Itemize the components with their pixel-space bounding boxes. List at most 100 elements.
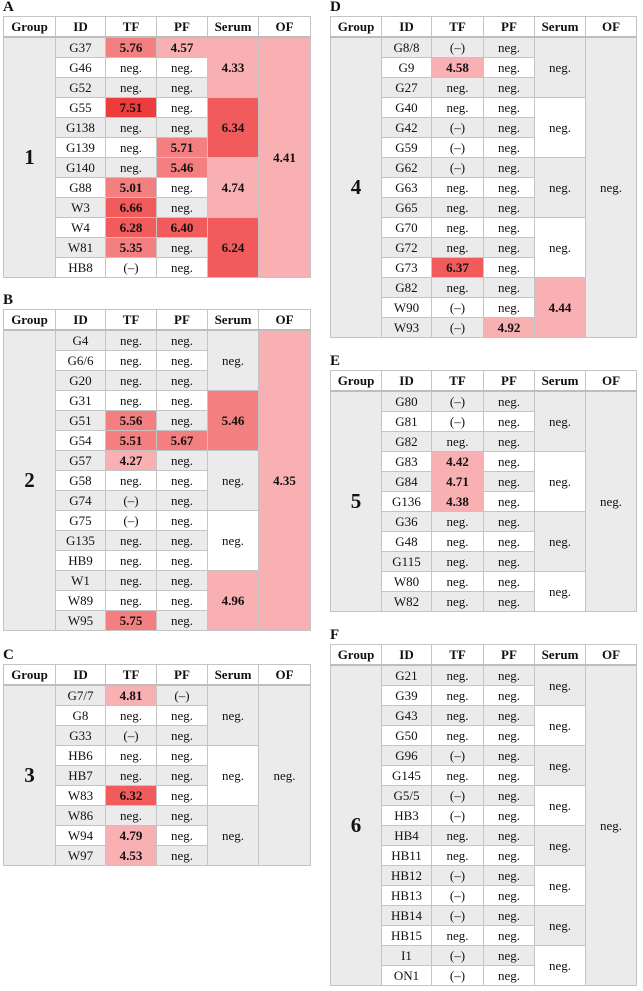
serum-value: 4.44 [534,277,586,338]
pf-value: neg. [483,237,535,258]
tf-value: (–) [431,137,484,158]
pf-value: neg. [156,570,208,591]
table-row: G40 neg. neg. neg. [331,97,637,158]
pf-value: neg. [483,591,535,612]
sample-id: W80 [381,571,432,592]
tf-value: neg. [431,825,484,846]
column-header-tf: TF [105,16,157,38]
sample-id: W97 [55,845,106,866]
pf-value: neg. [156,390,208,411]
tf-value: (–) [431,317,484,338]
group-number: 5 [330,390,382,612]
pf-value: neg. [483,431,535,452]
tf-value: 5.56 [105,410,157,431]
table-row: G72 neg. neg. [331,237,637,258]
tf-value: neg. [431,277,484,298]
tf-value: 6.66 [105,197,157,218]
tf-value: neg. [431,571,484,592]
tf-value: (–) [431,411,484,432]
tf-value: 4.71 [431,471,484,492]
table-row: W3 6.66 neg. [4,197,311,218]
table-row: W80 neg. neg. neg. [331,571,637,612]
table-row: G27 neg. neg. [331,77,637,98]
tf-value: neg. [431,845,484,866]
table-row: G36 neg. neg. neg. [331,511,637,572]
tf-value: neg. [431,925,484,946]
column-header-serum: Serum [207,664,259,686]
table-row: W1 neg. neg. 4.96 [4,570,311,631]
sample-id: G21 [381,664,432,686]
serum-value: neg. [534,664,586,706]
pf-value: neg. [156,825,208,846]
tf-value: neg. [105,530,157,551]
tf-value: neg. [431,664,484,686]
sample-id: G75 [55,510,106,531]
pf-value: neg. [483,117,535,138]
table-row: G8 neg. neg. [4,705,311,726]
sample-id: HB15 [381,925,432,946]
table-row: 2 G4 neg. neg. neg. 4.35 [3,329,311,631]
tf-value: neg. [431,77,484,98]
sample-id: G88 [55,177,106,198]
tf-value: 5.35 [105,237,157,258]
table-row: HB7 neg. neg. [4,765,311,786]
tf-value: 4.27 [105,450,157,471]
pf-value: neg. [483,197,535,218]
tf-value: neg. [105,77,157,98]
sample-id: G62 [381,157,432,178]
tf-value: (–) [431,390,484,412]
sample-id: W81 [55,237,106,258]
tf-value: (–) [105,257,157,278]
table-row: HB11 neg. neg. [331,845,637,866]
sample-id: G4 [55,329,106,351]
pf-value: neg. [483,685,535,706]
column-header-id: ID [381,16,432,38]
column-header-id: ID [381,644,432,666]
column-header-id: ID [55,16,106,38]
pf-value: neg. [483,825,535,846]
sample-id: W82 [381,591,432,612]
sample-id: G58 [55,470,106,491]
tf-value: neg. [431,531,484,552]
tf-value: (–) [431,905,484,926]
pf-value: neg. [156,57,208,78]
sample-id: G39 [381,685,432,706]
sample-id: G65 [381,197,432,218]
table-row: W82 neg. neg. [331,591,637,612]
table-row: HB15 neg. neg. [331,925,637,946]
sample-id: ON1 [381,965,432,986]
sample-id: HB9 [55,550,106,571]
pf-value: neg. [483,511,535,532]
pf-value: neg. [483,845,535,866]
pf-value: neg. [156,725,208,746]
pf-value: neg. [483,297,535,318]
pf-value: neg. [156,845,208,866]
group-number: 2 [3,329,56,631]
table-row: W89 neg. neg. [4,590,311,611]
panel-label: A [3,0,14,15]
table-row: HB13 (–) neg. [331,885,637,906]
pf-value: neg. [483,905,535,926]
sample-id: G37 [55,36,106,58]
sample-id: G84 [381,471,432,492]
tf-value: (–) [431,297,484,318]
pf-value: neg. [156,490,208,511]
sample-id: G42 [381,117,432,138]
tf-value: (–) [431,785,484,806]
column-header-of: OF [258,309,311,331]
sample-id: W4 [55,217,106,238]
sample-id: G139 [55,137,106,158]
pf-value: neg. [156,410,208,431]
tf-value: neg. [431,431,484,452]
tf-value: neg. [105,470,157,491]
pf-value: neg. [483,257,535,278]
column-header-serum: Serum [534,644,586,666]
table-row: W4 6.28 6.40 6.24 [4,217,311,278]
table-row: HB4 neg. neg. neg. [331,825,637,866]
tf-value: neg. [431,725,484,746]
of-value: 4.41 [258,36,311,278]
pf-value: neg. [156,550,208,571]
serum-value: 4.74 [207,157,259,218]
tf-value: (–) [431,885,484,906]
column-header-pf: PF [156,309,208,331]
